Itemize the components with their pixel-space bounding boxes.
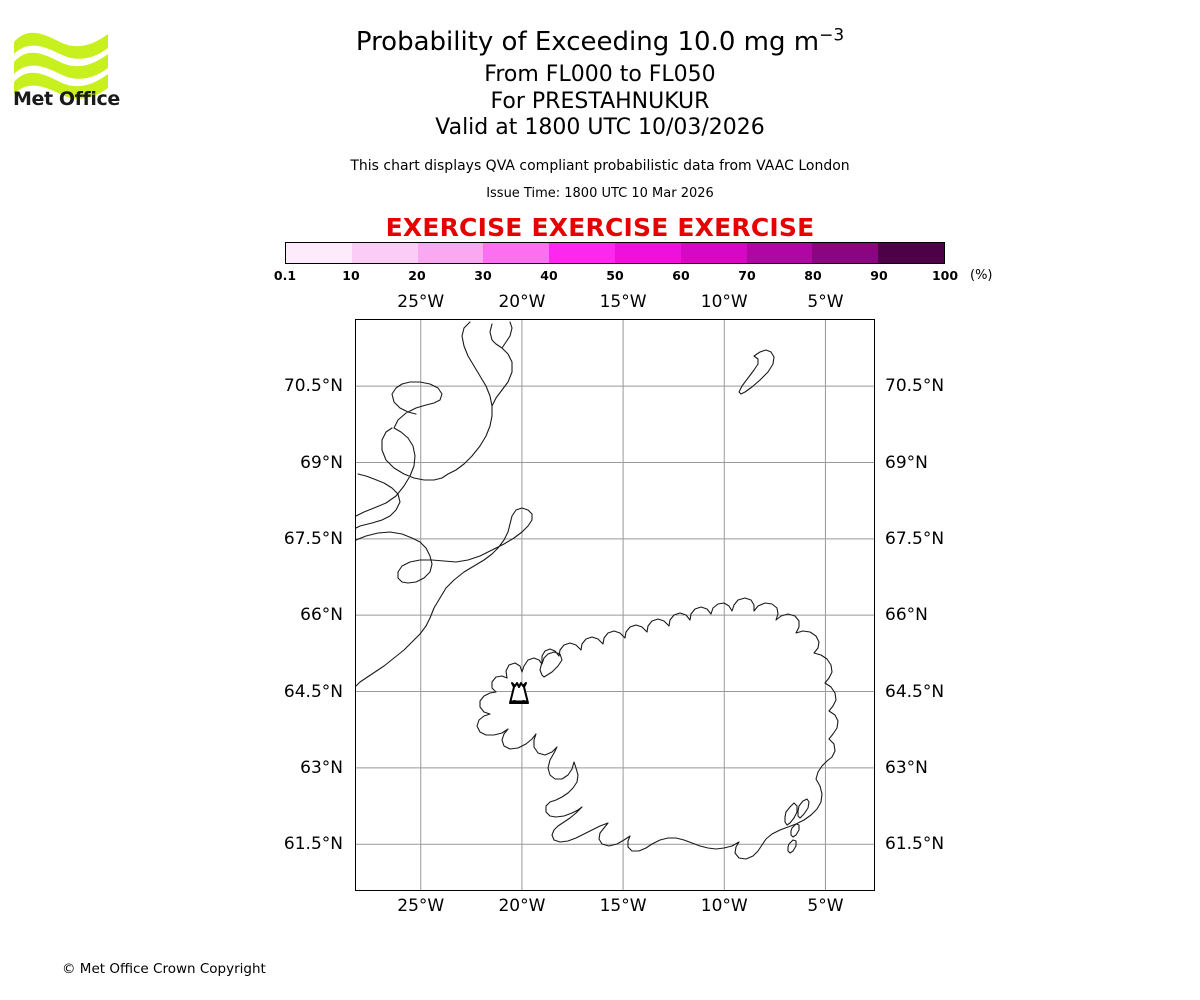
colorbar-tick-20: 20: [408, 268, 426, 283]
colorbar-band-7: [680, 243, 747, 263]
lat-tick-left-64.5: 64.5°N: [283, 681, 343, 702]
lon-tick-bottom--5: 5°W: [807, 896, 844, 916]
colorbar-tick-40: 40: [540, 268, 558, 283]
lon-tick-top--25: 25°W: [397, 292, 445, 312]
colorbar-band-1: [286, 243, 352, 263]
colorbar-tick-80: 80: [804, 268, 822, 283]
page-title-exponent: −3: [819, 25, 845, 46]
colorbar-tick-90: 90: [870, 268, 888, 283]
page-title: Probability of Exceeding 10.0 mg m−3: [0, 26, 1200, 58]
colorbar-tick-10: 10: [342, 268, 360, 283]
lat-tick-left-61.5: 61.5°N: [283, 834, 343, 855]
met-office-waves-icon: [14, 32, 108, 99]
lat-tick-right-67.5: 67.5°N: [885, 528, 945, 549]
colorbar-band-8: [746, 243, 813, 263]
coastline-jan-mayen: [738, 349, 775, 395]
coastline-faroe-islands: [784, 798, 810, 854]
colorbar-tick-100: 100: [931, 268, 959, 283]
met-office-logo: [12, 24, 112, 114]
lon-tick-top--20: 20°W: [498, 292, 546, 312]
lat-tick-right-61.5: 61.5°N: [885, 834, 945, 855]
copyright-notice: © Met Office Crown Copyright: [62, 961, 266, 977]
colorbar-band-10: [878, 243, 944, 263]
lat-tick-left-63: 63°N: [300, 757, 343, 778]
colorbar-tick-70: 70: [738, 268, 756, 283]
flight-level-subtitle: From FL000 to FL050: [484, 62, 716, 87]
colorbar-tick-50: 50: [606, 268, 624, 283]
lon-tick-bottom--10: 10°W: [700, 896, 748, 916]
map-canvas: [356, 320, 874, 890]
colorbar-units-label: (%): [970, 268, 993, 283]
lon-tick-top--5: 5°W: [807, 292, 844, 312]
colorbar-tick-60: 60: [672, 268, 690, 283]
colorbar-band-4: [483, 243, 550, 263]
valid-time-subtitle: Valid at 1800 UTC 10/03/2026: [435, 115, 765, 140]
lat-tick-right-69: 69°N: [885, 452, 928, 473]
probability-colorbar: 0.1 10 20 30 40 50 60 70 80 90 100: [274, 242, 958, 283]
lat-tick-right-66: 66°N: [885, 605, 928, 626]
colorbar-bands: [285, 242, 945, 264]
exercise-banner: EXERCISE EXERCISE EXERCISE: [385, 213, 815, 242]
met-office-wordmark: Met Office: [13, 88, 120, 110]
lat-tick-right-63: 63°N: [885, 757, 928, 778]
coastline-iceland: [476, 597, 839, 860]
coastlines: [356, 321, 839, 860]
colorbar-band-9: [812, 243, 879, 263]
map-plot-area[interactable]: [355, 319, 875, 891]
lat-tick-left-66: 66°N: [300, 605, 343, 626]
site-subtitle: For PRESTAHNUKUR: [490, 89, 710, 114]
lat-tick-left-69: 69°N: [300, 452, 343, 473]
qva-compliance-note: This chart displays QVA compliant probab…: [350, 158, 850, 174]
graticule-grid: [356, 320, 874, 890]
colorbar-band-6: [614, 243, 681, 263]
colorbar-tick-30: 30: [474, 268, 492, 283]
coastline-greenland: [356, 321, 533, 687]
lat-tick-left-67.5: 67.5°N: [283, 528, 343, 549]
lon-tick-top--10: 10°W: [700, 292, 748, 312]
lon-tick-top--15: 15°W: [599, 292, 647, 312]
lon-tick-bottom--20: 20°W: [498, 896, 546, 916]
lat-tick-right-70.5: 70.5°N: [885, 376, 945, 397]
colorbar-band-2: [351, 243, 418, 263]
lon-tick-bottom--15: 15°W: [599, 896, 647, 916]
colorbar-band-3: [417, 243, 484, 263]
volcano-marker-icon[interactable]: [509, 682, 529, 704]
lon-tick-bottom--25: 25°W: [397, 896, 445, 916]
colorbar-tick-0.1: 0.1: [273, 268, 297, 283]
page-title-text: Probability of Exceeding 10.0 mg m: [355, 27, 820, 57]
colorbar-band-5: [549, 243, 615, 263]
coastline-greenland-fjord: [489, 321, 513, 407]
issue-time-text: Issue Time: 1800 UTC 10 Mar 2026: [486, 186, 714, 201]
lat-tick-left-70.5: 70.5°N: [283, 376, 343, 397]
lat-tick-right-64.5: 64.5°N: [885, 681, 945, 702]
